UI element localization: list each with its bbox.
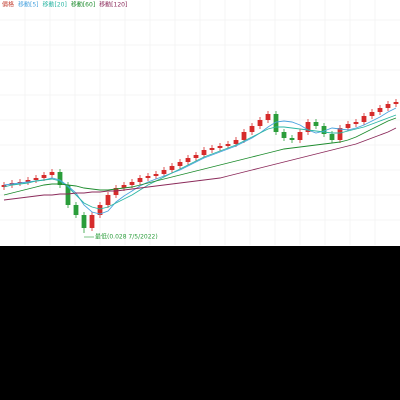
- candle-body: [369, 112, 375, 116]
- candle-body: [273, 114, 279, 132]
- candle-body: [345, 124, 351, 128]
- candle-body: [329, 134, 335, 140]
- legend-label: 移動[60]: [71, 1, 95, 9]
- blank-area: [0, 246, 400, 400]
- candle-body: [89, 215, 95, 228]
- legend-label: 價格: [2, 1, 14, 9]
- candle-body: [281, 132, 287, 138]
- candle-body: [289, 138, 295, 140]
- candle-body: [313, 122, 319, 126]
- candle-body: [241, 132, 247, 140]
- candle-body: [1, 185, 7, 187]
- candle-body: [217, 146, 223, 148]
- candle-body: [33, 178, 39, 180]
- candle-body: [161, 170, 167, 174]
- candle-body: [121, 185, 127, 188]
- candle-body: [73, 205, 79, 215]
- candle-body: [385, 104, 391, 108]
- legend-label: 移動[5]: [18, 1, 39, 9]
- candle-body: [25, 180, 31, 182]
- candle-body: [57, 172, 63, 185]
- candle-body: [81, 215, 87, 228]
- moving-average-line: [3, 117, 397, 196]
- candle-body: [265, 114, 271, 120]
- candle-body: [153, 174, 159, 176]
- candle-body: [297, 132, 303, 140]
- annotation: 最低(0.028 7/5/2022): [95, 233, 158, 241]
- legend-label: 移動[120]: [99, 1, 127, 9]
- candle-body: [353, 122, 359, 124]
- candle-body: [49, 172, 55, 175]
- legend-label: 移動[20]: [43, 1, 67, 9]
- candle-body: [177, 162, 183, 166]
- candle-body: [321, 126, 327, 134]
- candle-body: [377, 108, 383, 112]
- candle-body: [105, 195, 111, 205]
- candle-body: [113, 188, 119, 195]
- candle-body: [361, 116, 367, 122]
- candle-body: [17, 182, 23, 183]
- moving-average-line: [3, 114, 397, 210]
- candle-body: [257, 120, 263, 126]
- candle-body: [393, 102, 399, 104]
- candle-body: [137, 178, 143, 182]
- candle-body: [145, 176, 151, 178]
- candle-body: [65, 185, 71, 205]
- candle-body: [185, 158, 191, 162]
- candle-body: [193, 155, 199, 158]
- candle-body: [225, 144, 231, 146]
- candle-body: [305, 122, 311, 132]
- candle-body: [337, 128, 343, 140]
- candle-body: [41, 175, 47, 178]
- candle-body: [209, 148, 215, 150]
- candle-body: [129, 182, 135, 185]
- candle-body: [249, 126, 255, 132]
- candle-body: [169, 166, 175, 170]
- candle-body: [97, 205, 103, 215]
- candle-body: [233, 140, 239, 144]
- moving-average-line: [3, 107, 397, 215]
- moving-average-line: [3, 127, 397, 201]
- candle-body: [201, 150, 207, 155]
